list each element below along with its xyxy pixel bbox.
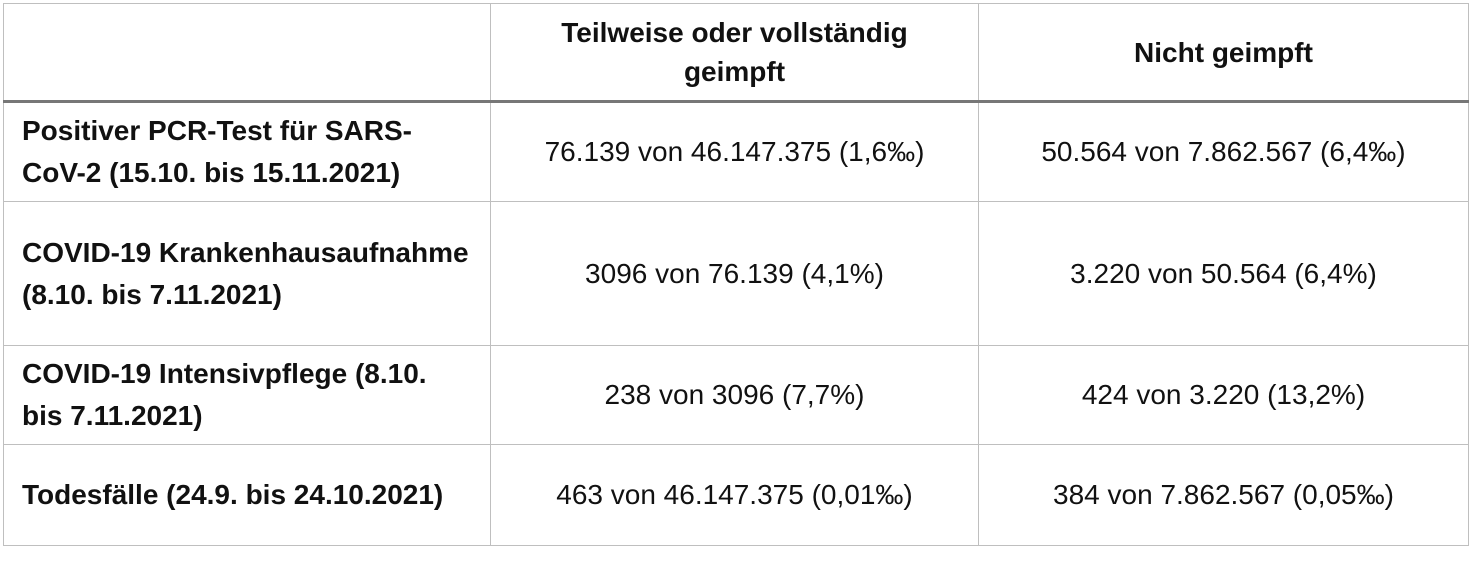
row-label-pcr-test: Positiver PCR-Test für SARS-CoV-2 (15.10… — [3, 101, 491, 202]
comparison-table-container: Teilweise oder vollständig geimpft Nicht… — [3, 3, 1469, 546]
table-row: COVID-19 Intensivpflege (8.10. bis 7.11.… — [3, 345, 1469, 445]
cell-unvaccinated: 3.220 von 50.564 (6,4%) — [978, 201, 1469, 346]
table-row: Positiver PCR-Test für SARS-CoV-2 (15.10… — [3, 101, 1469, 202]
cell-vaccinated: 3096 von 76.139 (4,1%) — [490, 201, 979, 346]
header-vaccinated: Teilweise oder vollständig geimpft — [490, 3, 979, 103]
table-row: Todesfälle (24.9. bis 24.10.2021) 463 vo… — [3, 444, 1469, 546]
cell-unvaccinated: 424 von 3.220 (13,2%) — [978, 345, 1469, 445]
cell-vaccinated: 463 von 46.147.375 (0,01‰) — [490, 444, 979, 546]
cell-unvaccinated: 50.564 von 7.862.567 (6,4‰) — [978, 101, 1469, 202]
table-header: Teilweise oder vollständig geimpft Nicht… — [3, 3, 1469, 103]
row-label-deaths: Todesfälle (24.9. bis 24.10.2021) — [3, 444, 491, 546]
table-body: Positiver PCR-Test für SARS-CoV-2 (15.10… — [3, 101, 1469, 546]
header-unvaccinated: Nicht geimpft — [978, 3, 1469, 103]
cell-vaccinated: 238 von 3096 (7,7%) — [490, 345, 979, 445]
row-label-intensive-care: COVID-19 Intensivpflege (8.10. bis 7.11.… — [3, 345, 491, 445]
row-label-hospital-admission: COVID-19 Krankenhausaufnahme (8.10. bis … — [3, 201, 491, 346]
table-row: COVID-19 Krankenhausaufnahme (8.10. bis … — [3, 201, 1469, 346]
vaccination-comparison-table: Teilweise oder vollständig geimpft Nicht… — [3, 3, 1469, 546]
cell-unvaccinated: 384 von 7.862.567 (0,05‰) — [978, 444, 1469, 546]
cell-vaccinated: 76.139 von 46.147.375 (1,6‰) — [490, 101, 979, 202]
header-row: Teilweise oder vollständig geimpft Nicht… — [3, 3, 1469, 103]
header-empty-cell — [3, 3, 491, 103]
